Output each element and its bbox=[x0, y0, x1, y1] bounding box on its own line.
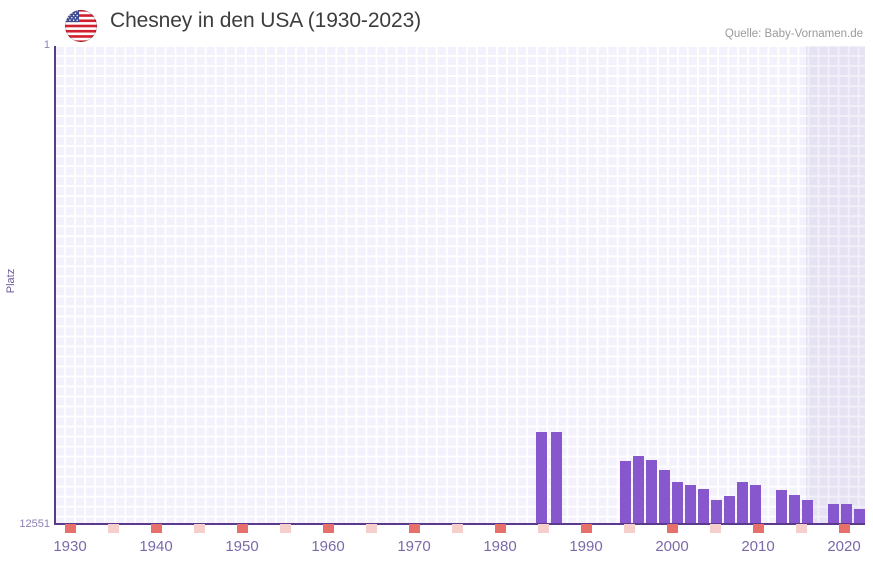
x-tick-minor-5 bbox=[280, 524, 291, 533]
bar-2013[interactable] bbox=[789, 495, 800, 524]
bar-2004[interactable] bbox=[672, 482, 683, 524]
y-axis-bottom-label: 12551 bbox=[19, 518, 50, 530]
x-tick-1960 bbox=[323, 524, 334, 533]
x-axis-label-2020: 2020 bbox=[827, 538, 861, 555]
x-tick-minor-3 bbox=[194, 524, 205, 533]
bar-2007[interactable] bbox=[711, 500, 722, 524]
bar-2018[interactable] bbox=[854, 509, 865, 524]
x-axis-label-2000: 2000 bbox=[655, 538, 689, 555]
x-tick-2000 bbox=[667, 524, 678, 533]
bar-2014[interactable] bbox=[802, 500, 813, 524]
grid-lines bbox=[55, 46, 865, 524]
x-axis-label-1990: 1990 bbox=[569, 538, 603, 555]
x-tick-1980 bbox=[495, 524, 506, 533]
x-tick-1970 bbox=[409, 524, 420, 533]
bar-2010[interactable] bbox=[750, 485, 761, 524]
page-title: Chesney in den USA (1930-2023) bbox=[110, 9, 422, 32]
x-tick-minor-9 bbox=[452, 524, 463, 533]
x-axis-label-1970: 1970 bbox=[397, 538, 431, 555]
x-axis-label-1930: 1930 bbox=[53, 538, 87, 555]
bar-1989[interactable] bbox=[536, 432, 547, 524]
bar-2008[interactable] bbox=[724, 496, 735, 524]
y-axis-line bbox=[54, 46, 56, 525]
chart-header: Chesney in den USA (1930-2023) Quelle: B… bbox=[0, 0, 873, 46]
bar-2005[interactable] bbox=[685, 485, 696, 524]
x-tick-2020 bbox=[839, 524, 850, 533]
bar-2017[interactable] bbox=[841, 504, 852, 524]
x-axis-label-1940: 1940 bbox=[139, 538, 173, 555]
x-axis-label-1960: 1960 bbox=[311, 538, 345, 555]
bar-2003[interactable] bbox=[659, 470, 670, 524]
x-axis-label-2010: 2010 bbox=[741, 538, 775, 555]
x-tick-2010 bbox=[753, 524, 764, 533]
x-axis-label-1980: 1980 bbox=[483, 538, 517, 555]
y-axis-title: Platz bbox=[5, 268, 17, 294]
x-tick-1950 bbox=[237, 524, 248, 533]
y-axis-top-label: 1 bbox=[43, 39, 50, 51]
x-tick-minor-7 bbox=[366, 524, 377, 533]
plot-area bbox=[55, 46, 865, 524]
bar-2016[interactable] bbox=[828, 504, 839, 524]
us-flag-icon bbox=[64, 9, 98, 43]
source-credit: Quelle: Baby-Vornamen.de bbox=[724, 28, 863, 40]
x-tick-minor-17 bbox=[796, 524, 807, 533]
x-tick-minor-11 bbox=[538, 524, 549, 533]
x-tick-minor-13 bbox=[624, 524, 635, 533]
x-tick-1940 bbox=[151, 524, 162, 533]
x-tick-minor-15 bbox=[710, 524, 721, 533]
bar-2001[interactable] bbox=[633, 456, 644, 524]
x-axis-label-1950: 1950 bbox=[225, 538, 259, 555]
x-tick-1930 bbox=[65, 524, 76, 533]
x-tick-minor-1 bbox=[108, 524, 119, 533]
bar-2009[interactable] bbox=[737, 482, 748, 524]
bar-2012[interactable] bbox=[776, 490, 787, 524]
bar-2000[interactable] bbox=[620, 461, 631, 524]
bar-1990[interactable] bbox=[551, 432, 562, 524]
bar-2006[interactable] bbox=[698, 489, 709, 524]
x-tick-1990 bbox=[581, 524, 592, 533]
bar-2002[interactable] bbox=[646, 460, 657, 524]
